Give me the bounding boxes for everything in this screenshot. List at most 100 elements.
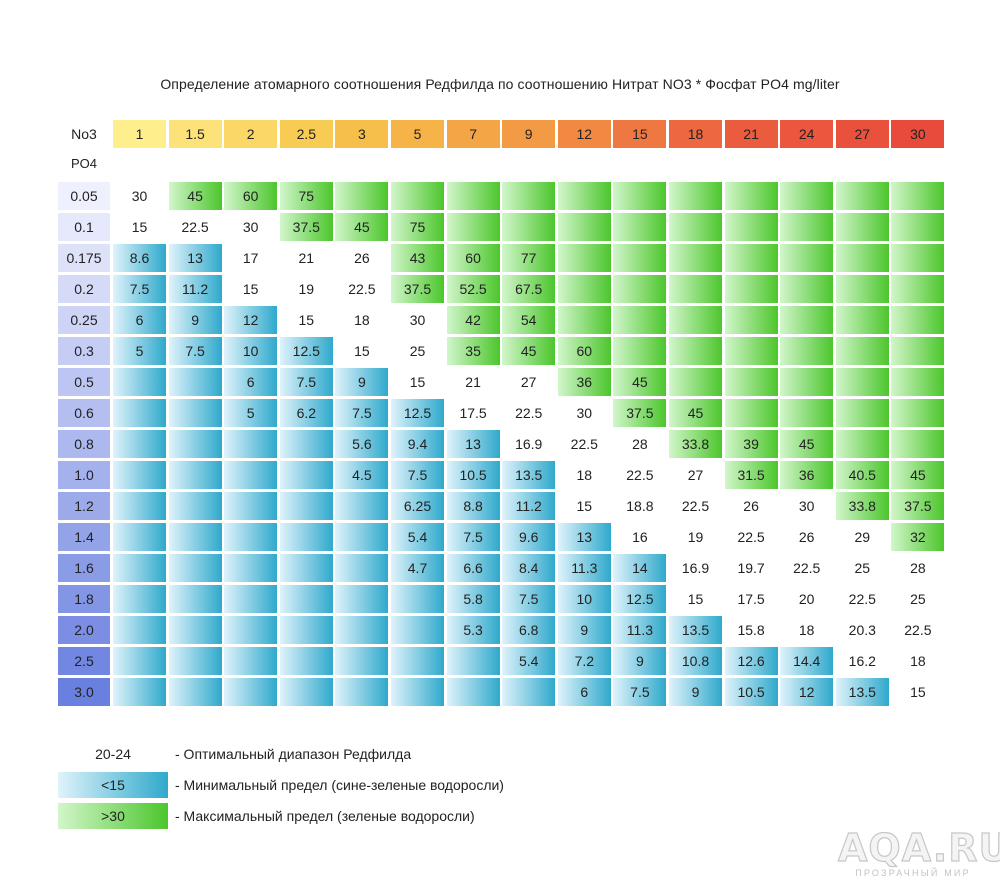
ratio-cell: 10.8 [669,647,722,675]
watermark-tagline: ПРОЗРАЧНЫЙ МИР [855,868,971,878]
ratio-cell [446,678,500,706]
ratio-cell [724,337,778,365]
row-header-po4: 0.3 [58,337,110,365]
ratio-cell [891,213,945,241]
ratio-cell: 30 [391,306,444,334]
ratio-cell: 37.5 [391,275,444,303]
ratio-cell: 6 [557,678,611,706]
ratio-cell: 13.5 [669,616,722,644]
ratio-cell: 26 [335,244,389,272]
ratio-cell [224,678,278,706]
chart-title: Определение атомарного соотношения Редфи… [160,76,840,92]
row-header-po4: 0.05 [58,182,110,210]
ratio-cell [669,368,722,396]
row-header-po4: 0.5 [58,368,110,396]
ratio-cell [113,616,166,644]
ratio-cell: 60 [446,244,500,272]
ratio-cell: 6.2 [279,399,333,427]
ratio-cell: 14 [613,554,667,582]
ratio-cell: 15 [669,585,722,613]
ratio-cell [113,461,166,489]
ratio-cell [168,616,222,644]
ratio-cell: 13 [168,244,222,272]
ratio-cell [224,585,278,613]
ratio-cell: 25 [391,337,444,365]
ratio-cell [168,461,222,489]
ratio-cell: 13 [557,523,611,551]
ratio-cell [613,213,667,241]
ratio-cell [891,430,945,458]
ratio-cell [724,182,778,210]
ratio-cell [279,647,333,675]
ratio-cell: 12.6 [724,647,778,675]
ratio-cell [168,399,222,427]
col-header-no3: 1.5 [168,120,222,148]
ratio-cell: 6.8 [502,616,556,644]
ratio-cell: 15 [279,306,333,334]
ratio-cell [224,616,278,644]
ratio-cell [168,585,222,613]
ratio-cell: 5.4 [391,523,444,551]
ratio-cell: 39 [724,430,778,458]
ratio-cell: 18 [335,306,389,334]
col-header-no3: 3 [335,120,389,148]
row-header-po4: 0.6 [58,399,110,427]
row-header-po4: 0.8 [58,430,110,458]
row-header-po4: 2.5 [58,647,110,675]
col-header-no3: 5 [391,120,444,148]
ratio-cell: 22.5 [502,399,556,427]
ratio-cell [780,399,834,427]
ratio-cell [113,523,166,551]
ratio-cell: 5.3 [446,616,500,644]
col-header-no3: 18 [669,120,722,148]
ratio-cell: 10.5 [724,678,778,706]
ratio-cell: 37.5 [891,492,945,520]
col-header-no3: 27 [835,120,889,148]
ratio-cell: 75 [391,213,444,241]
legend-text-optimal: - Оптимальный диапазон Редфилда [175,746,412,762]
ratio-cell [279,523,333,551]
ratio-cell [335,647,389,675]
ratio-cell [113,678,166,706]
ratio-cell [335,678,389,706]
ratio-cell: 33.8 [835,492,889,520]
ratio-cell: 45 [168,182,222,210]
ratio-cell [224,554,278,582]
ratio-cell: 9.6 [502,523,556,551]
ratio-cell: 13 [446,430,500,458]
col-header-no3: 15 [613,120,667,148]
ratio-cell: 15 [335,337,389,365]
ratio-cell [113,647,166,675]
col-header-no3: 9 [502,120,556,148]
ratio-cell: 22.5 [835,585,889,613]
ratio-cell: 20 [780,585,834,613]
ratio-cell: 7.5 [391,461,444,489]
ratio-cell [391,678,444,706]
ratio-cell [224,523,278,551]
ratio-cell: 10 [224,337,278,365]
ratio-cell [446,647,500,675]
row-header-po4: 1.6 [58,554,110,582]
ratio-cell: 13.5 [502,461,556,489]
ratio-cell: 5 [224,399,278,427]
ratio-cell: 12 [224,306,278,334]
ratio-cell: 35 [446,337,500,365]
ratio-cell [279,554,333,582]
ratio-cell [391,647,444,675]
col-header-no3: 12 [557,120,611,148]
ratio-cell [724,399,778,427]
row-header-po4: 0.1 [58,213,110,241]
ratio-cell [557,275,611,303]
ratio-cell: 8.6 [113,244,166,272]
ratio-cell: 77 [502,244,556,272]
ratio-cell: 22.5 [669,492,722,520]
ratio-cell [557,244,611,272]
ratio-cell: 36 [780,461,834,489]
legend-text-minimum: - Минимальный предел (сине-зеленые водор… [175,777,504,793]
ratio-cell [669,306,722,334]
ratio-cell: 19 [669,523,722,551]
ratio-cell [279,585,333,613]
ratio-cell: 25 [891,585,945,613]
ratio-cell: 12.5 [279,337,333,365]
ratio-cell [835,182,889,210]
